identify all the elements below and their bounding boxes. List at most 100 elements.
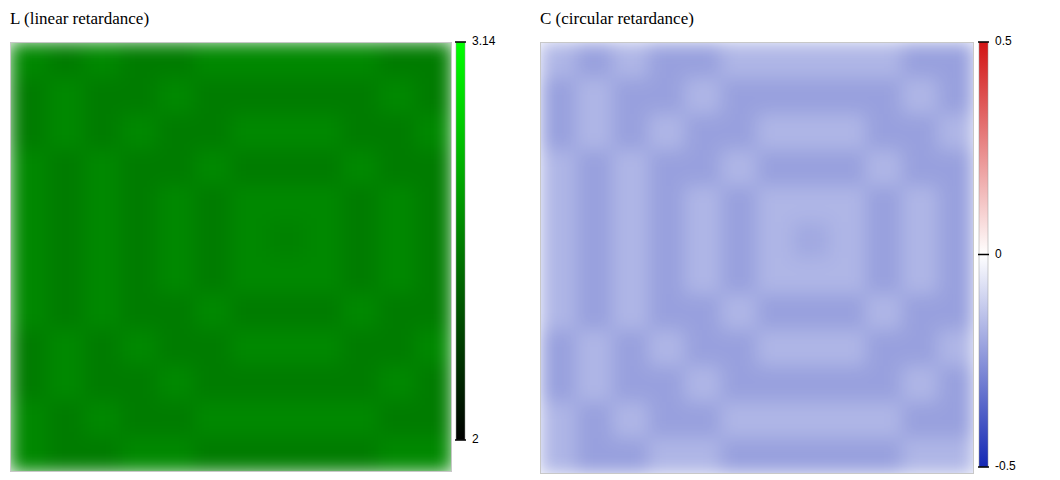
heatmap-cell [10, 221, 47, 257]
heatmap-cell [415, 365, 452, 401]
heatmap-cell [194, 257, 231, 293]
heatmap-cell [721, 78, 758, 115]
heatmap-cell [378, 221, 415, 257]
heatmap-cell [268, 221, 305, 257]
heatmap-cell [902, 366, 939, 403]
heatmap-cell [540, 402, 577, 439]
heatmap-cell [10, 400, 47, 436]
heatmap-cell [902, 114, 939, 151]
heatmap-cell [157, 78, 194, 114]
heatmap-cell [721, 150, 758, 187]
heatmap-cell [84, 221, 121, 257]
heatmap-cell [305, 185, 342, 221]
heatmap-cell [938, 114, 974, 151]
heatmap-cell [268, 400, 305, 436]
heatmap-cell [721, 114, 758, 151]
heatmap-cell [649, 42, 686, 79]
heatmap-cells [10, 42, 452, 472]
heatmap-cell [305, 78, 342, 114]
heatmap-cells [540, 42, 974, 474]
heatmap-cell [649, 366, 686, 403]
heatmap-cell [268, 42, 305, 78]
heatmap-cell [194, 114, 231, 150]
heatmap-cell [157, 293, 194, 329]
heatmap-cell [305, 293, 342, 329]
heatmap-cell [121, 329, 158, 365]
heatmap-cell [902, 78, 939, 115]
heatmap-cell [576, 366, 613, 403]
heatmap-cell [342, 114, 379, 150]
heatmap-cell [194, 436, 231, 472]
heatmap-cell [829, 222, 866, 259]
heatmap-cell [938, 186, 974, 223]
heatmap-cell [121, 185, 158, 221]
heatmap-cell [342, 293, 379, 329]
heatmap-cell [902, 330, 939, 367]
heatmap-cell [342, 257, 379, 293]
heatmap-cell [231, 114, 268, 150]
heatmap-cell [157, 221, 194, 257]
heatmap-cell [342, 42, 379, 78]
heatmap-cell [231, 78, 268, 114]
heatmap-cell [938, 222, 974, 259]
heatmap-cell [612, 42, 649, 79]
heatmap-cell [415, 436, 452, 472]
heatmap-cell [378, 78, 415, 114]
heatmap-cell [793, 114, 830, 151]
heatmap-cell [194, 293, 231, 329]
heatmap-cell [938, 78, 974, 115]
heatmap-area [540, 42, 974, 474]
heatmap-cell [685, 222, 722, 259]
heatmap-cell [305, 150, 342, 186]
heatmap-cell [342, 78, 379, 114]
heatmap-cell [231, 436, 268, 472]
heatmap-cell [829, 402, 866, 439]
heatmap-cell [194, 365, 231, 401]
heatmap-cell [268, 114, 305, 150]
heatmap-cell [378, 42, 415, 78]
heatmap-cell [540, 258, 577, 295]
colorbar-tick-label: 0.5 [995, 34, 1012, 48]
heatmap-cell [540, 330, 577, 367]
heatmap-cell [10, 185, 47, 221]
heatmap-cell [866, 78, 903, 115]
heatmap-cell [793, 150, 830, 187]
heatmap-cell [194, 400, 231, 436]
heatmap-cell [793, 366, 830, 403]
heatmap-cell [84, 257, 121, 293]
heatmap-cell [540, 366, 577, 403]
heatmap-cell [829, 186, 866, 223]
heatmap-cell [685, 294, 722, 331]
heatmap-cell [685, 438, 722, 474]
heatmap-cell [342, 185, 379, 221]
heatmap-cell [305, 114, 342, 150]
heatmap-cell [121, 436, 158, 472]
heatmap-cell [866, 42, 903, 79]
heatmap-cell [793, 330, 830, 367]
heatmap-cell [540, 150, 577, 187]
heatmap-cell [10, 365, 47, 401]
heatmap-cell [938, 438, 974, 474]
heatmap-cell [10, 436, 47, 472]
heatmap-cell [194, 42, 231, 78]
heatmap-cell [121, 293, 158, 329]
heatmap-cell [866, 294, 903, 331]
heatmap-cell [649, 438, 686, 474]
heatmap-cell [540, 222, 577, 259]
heatmap-cell [721, 42, 758, 79]
heatmap-cell [576, 258, 613, 295]
heatmap-cell [612, 222, 649, 259]
heatmap-cell [231, 150, 268, 186]
heatmap-cell [378, 400, 415, 436]
heatmap-cell [938, 150, 974, 187]
heatmap-cell [268, 185, 305, 221]
heatmap-cell [757, 150, 794, 187]
heatmap-cell [540, 114, 577, 151]
heatmap-cell [866, 222, 903, 259]
heatmap-cell [84, 78, 121, 114]
heatmap-cell [10, 293, 47, 329]
heatmap-cell [121, 365, 158, 401]
heatmap-cell [685, 114, 722, 151]
heatmap-cell [47, 78, 84, 114]
heatmap-cell [685, 78, 722, 115]
